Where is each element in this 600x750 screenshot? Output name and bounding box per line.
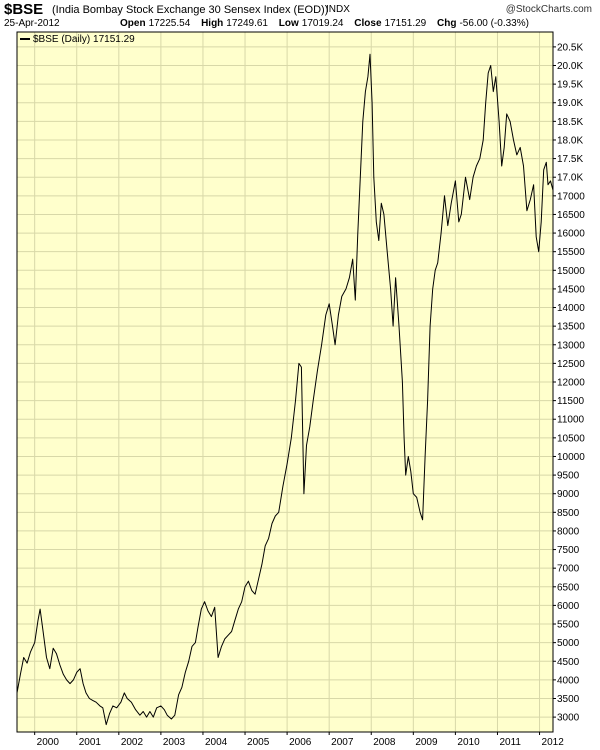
y-tick-label: 17000 [557,191,585,202]
y-tick-label: 15000 [557,266,585,277]
x-tick-label: 2001 [79,737,102,748]
y-tick-label: 4000 [557,675,580,686]
y-tick-label: 14500 [557,284,585,295]
x-tick-label: 2000 [37,737,60,748]
symbol-title: $BSE [4,1,44,18]
x-tick-label: 2005 [247,737,270,748]
x-tick-label: 2002 [121,737,144,748]
chg-label: Chg [437,18,457,29]
y-tick-label: 12000 [557,378,585,389]
close-label: Close [354,18,382,29]
index-name: (India Bombay Stock Exchange 30 Sensex I… [52,4,329,16]
low-value: 17019.24 [301,18,344,29]
y-tick-label: 17.0K [557,173,583,184]
chg-value: -56.00 (-0.33%) [459,18,529,29]
chart-header: $BSE (India Bombay Stock Exchange 30 Sen… [0,0,600,32]
y-tick-label: 18.5K [557,117,583,128]
y-tick-label: 19.0K [557,98,583,109]
y-tick-label: 10500 [557,433,585,444]
y-tick-label: 13500 [557,322,585,333]
x-tick-label: 2007 [331,737,354,748]
x-tick-label: 2004 [205,737,228,748]
y-tick-label: 4500 [557,657,580,668]
axis-ticks: 3000 3500 4000 4500 5000 5500 6000 6500 7000 7500… [34,42,585,748]
grid-lines [17,32,553,732]
y-tick-label: 3500 [557,694,580,705]
close-value: 17151.29 [384,18,427,29]
y-tick-label: 7000 [557,564,580,575]
y-tick-label: 3000 [557,713,580,724]
y-tick-label: 16000 [557,229,585,240]
y-tick-label: 8000 [557,526,580,537]
y-tick-label: 6000 [557,601,580,612]
y-tick-label: 16500 [557,210,585,221]
legend: $BSE (Daily) 17151.29 [20,34,135,45]
open-label: Open [120,18,146,29]
y-tick-label: 20.0K [557,61,583,72]
quote-date: 25-Apr-2012 [4,18,60,29]
y-tick-label: 5500 [557,620,580,631]
y-tick-label: 14000 [557,303,585,314]
x-tick-label: 2012 [542,737,565,748]
x-tick-label: 2010 [457,737,480,748]
y-tick-label: 13000 [557,340,585,351]
x-tick-label: 2003 [163,737,186,748]
y-tick-label: 19.5K [557,80,583,91]
y-tick-label: 9500 [557,471,580,482]
low-label: Low [278,18,299,29]
legend-label: $BSE (Daily) 17151.29 [33,34,135,45]
price-series-line [16,53,554,726]
y-tick-label: 15500 [557,247,585,258]
open-value: 17225.54 [148,18,191,29]
y-tick-label: 20.5K [557,42,583,53]
x-tick-label: 2006 [289,737,312,748]
y-tick-label: 11000 [557,415,585,426]
y-tick-label: 12500 [557,359,585,370]
y-tick-label: 6500 [557,582,580,593]
exchange-label: INDX [326,4,350,15]
y-tick-label: 18.0K [557,135,583,146]
y-tick-label: 5000 [557,638,580,649]
x-tick-label: 2011 [499,737,521,748]
y-tick-label: 8500 [557,508,580,519]
x-tick-label: 2009 [415,737,438,748]
stockcharts-credit[interactable]: @StockCharts.com [505,4,592,15]
y-tick-label: 11500 [557,396,585,407]
ohlc-summary: Open 17225.54 High 17249.61 Low 17019.24 Cl… [120,18,529,29]
y-tick-label: 9000 [557,489,580,500]
high-label: High [201,18,224,29]
y-tick-label: 10000 [557,452,585,463]
plot-frame [16,31,554,733]
x-tick-label: 2008 [373,737,396,748]
y-tick-label: 17.5K [557,154,583,165]
y-tick-label: 7500 [557,545,580,556]
high-value: 17249.61 [226,18,268,29]
